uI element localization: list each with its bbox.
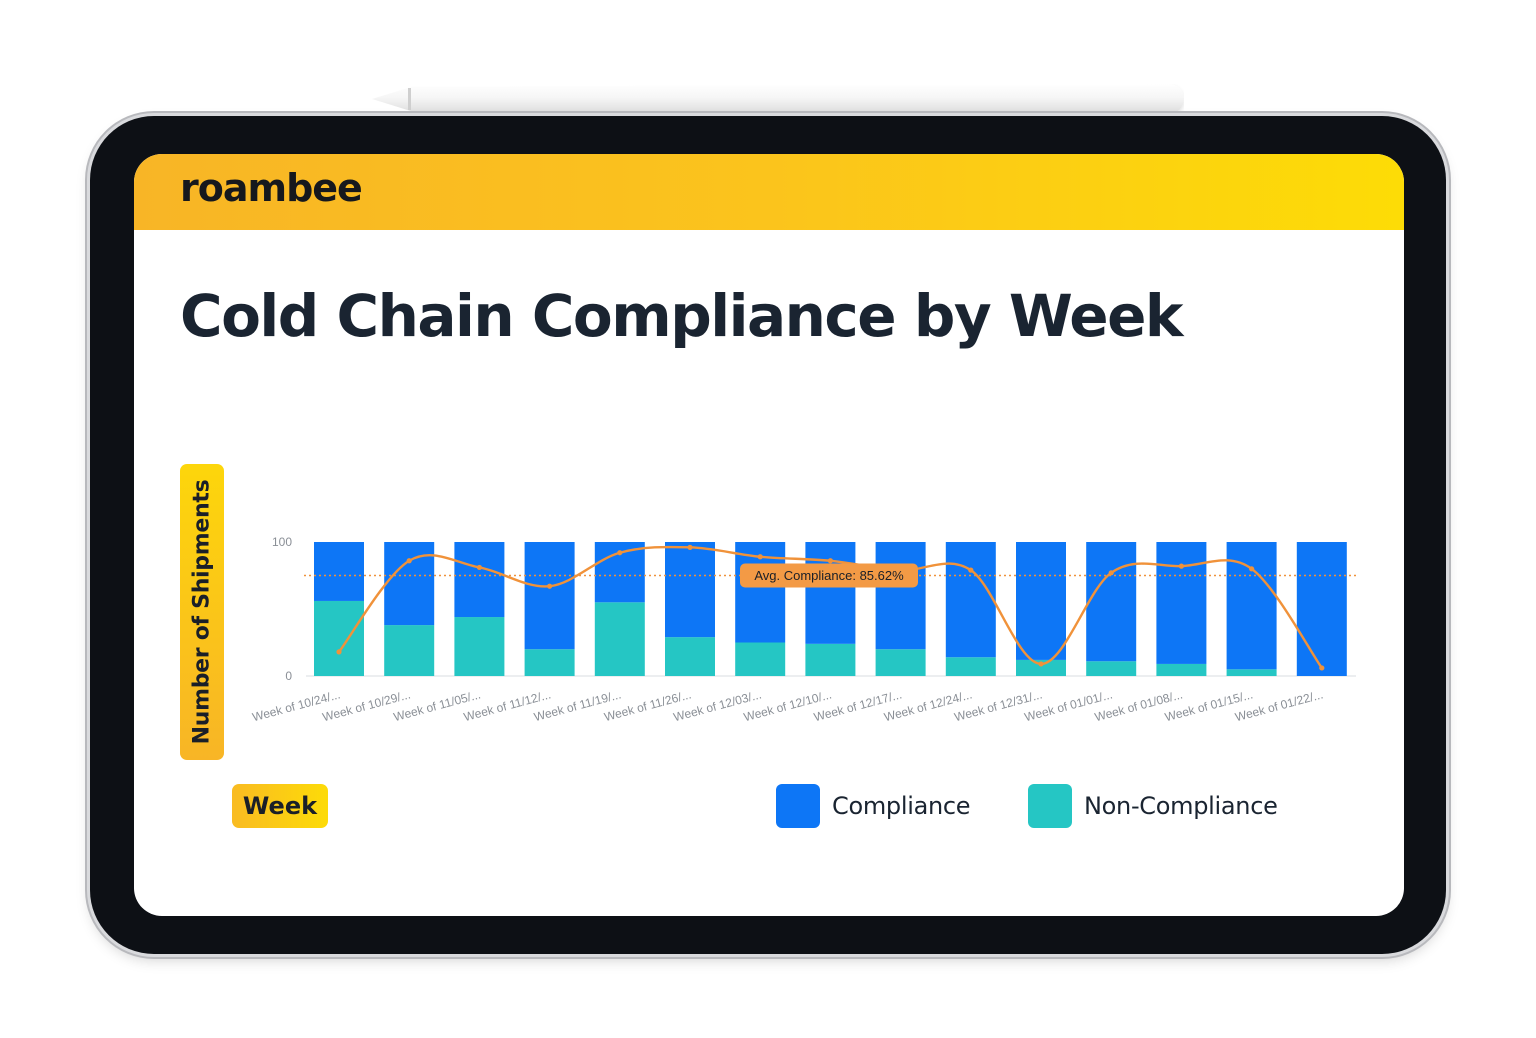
bar-non-compliance — [665, 637, 715, 676]
bar-compliance — [1226, 542, 1277, 670]
bar-non-compliance — [314, 600, 364, 676]
bar-non-compliance — [594, 602, 645, 676]
trend-point — [547, 583, 553, 589]
trend-point — [617, 550, 623, 556]
y-tick-label: 0 — [285, 669, 292, 683]
stylus-band — [408, 88, 411, 110]
tablet-frame: roambee Cold Chain Compliance by Week Nu… — [90, 116, 1446, 954]
bar-compliance — [945, 542, 996, 658]
bar-non-compliance — [1016, 659, 1066, 676]
legend-item-non-compliance: Non-Compliance — [1028, 784, 1278, 828]
y-tick-label: 100 — [272, 535, 292, 549]
bar-non-compliance — [1156, 663, 1207, 676]
trend-point — [968, 567, 974, 573]
trend-point — [1038, 661, 1044, 667]
trend-point — [757, 554, 763, 560]
bar-compliance — [1296, 542, 1347, 676]
bar-compliance — [805, 542, 856, 644]
legend-swatch-compliance — [776, 784, 820, 828]
trend-point — [687, 544, 693, 550]
bar-compliance — [524, 542, 575, 650]
bar-compliance — [875, 542, 926, 650]
bar-non-compliance — [1226, 669, 1277, 676]
bar-non-compliance — [875, 649, 926, 676]
trend-point — [1319, 665, 1325, 671]
bar-non-compliance — [945, 657, 996, 676]
bar-compliance — [1156, 542, 1207, 664]
bar-compliance — [1086, 542, 1137, 662]
bar-compliance — [1016, 542, 1066, 660]
y-axis-label-badge: Number of Shipments — [180, 464, 224, 760]
stylus-pencil — [372, 84, 1184, 114]
x-axis-label-badge: Week — [232, 784, 328, 828]
brand-header-bar: roambee — [134, 154, 1404, 230]
roambee-logo: roambee — [180, 166, 363, 210]
tablet-screen: roambee Cold Chain Compliance by Week Nu… — [134, 154, 1404, 916]
bar-non-compliance — [735, 642, 786, 676]
average-label: Avg. Compliance: 85.62% — [754, 568, 904, 583]
trend-point — [1178, 563, 1184, 569]
trend-point — [827, 558, 834, 564]
compliance-trend-line — [338, 545, 1323, 669]
bar-non-compliance — [454, 617, 505, 676]
legend-swatch-non-compliance — [1028, 784, 1072, 828]
bar-compliance — [454, 542, 505, 618]
page-title: Cold Chain Compliance by Week — [180, 282, 1184, 350]
trend-point — [336, 649, 342, 655]
bar-non-compliance — [805, 643, 856, 676]
legend-label-non-compliance: Non-Compliance — [1084, 792, 1278, 820]
bar-non-compliance — [384, 625, 435, 676]
trend-point — [1108, 570, 1114, 576]
trend-point — [406, 558, 412, 564]
legend-item-compliance: Compliance — [776, 784, 971, 828]
average-label-box — [740, 563, 918, 588]
bar-non-compliance — [524, 649, 575, 676]
trend-point — [1249, 566, 1255, 572]
x-axis-label: Week — [242, 792, 318, 820]
legend-label-compliance: Compliance — [832, 792, 971, 820]
bar-compliance — [665, 542, 715, 638]
bar-non-compliance — [1086, 661, 1137, 676]
trend-point — [476, 564, 482, 571]
bar-compliance — [314, 542, 364, 601]
